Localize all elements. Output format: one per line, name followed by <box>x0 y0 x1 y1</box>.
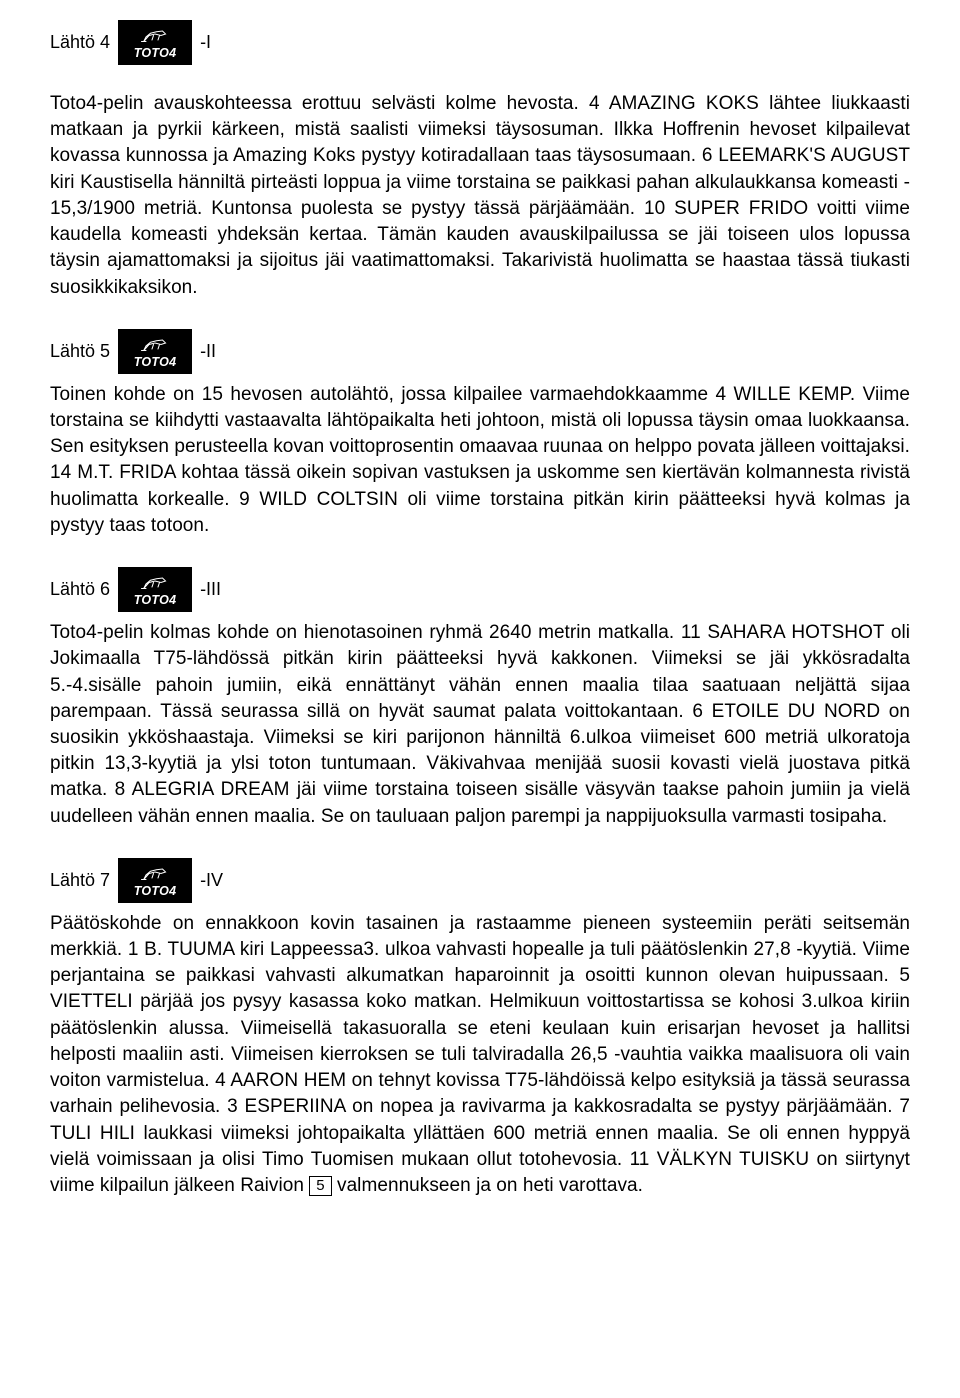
toto4-badge: TOTO4 <box>118 20 192 65</box>
race-label: Lähtö 7 <box>50 868 110 893</box>
badge-brand: TOTO4 <box>134 47 177 60</box>
toto4-badge: TOTO4 <box>118 329 192 374</box>
toto4-badge: TOTO4 <box>118 567 192 612</box>
race-description: Toinen kohde on 15 hevosen autolähtö, jo… <box>50 382 910 539</box>
section-header-1: Lähtö 4 TOTO4 -I <box>50 20 910 65</box>
race-label: Lähtö 6 <box>50 577 110 602</box>
section-header-4: Lähtö 7 TOTO4 -IV <box>50 858 910 903</box>
leg-suffix: -I <box>200 30 211 55</box>
section-header-3: Lähtö 6 TOTO4 -III <box>50 567 910 612</box>
race-description: Toto4-pelin kolmas kohde on hienotasoine… <box>50 620 910 830</box>
horse-icon <box>140 866 170 884</box>
leg-suffix: -III <box>200 577 221 602</box>
leg-suffix: -II <box>200 339 216 364</box>
race-description: Toto4-pelin avauskohteessa erottuu selvä… <box>50 91 910 301</box>
horse-icon <box>140 575 170 593</box>
race-label: Lähtö 4 <box>50 30 110 55</box>
race-text-post: valmennukseen ja on heti varottava. <box>332 1175 643 1196</box>
badge-brand: TOTO4 <box>134 356 177 369</box>
leg-suffix: -IV <box>200 868 223 893</box>
toto4-badge: TOTO4 <box>118 858 192 903</box>
badge-brand: TOTO4 <box>134 885 177 898</box>
horse-icon <box>140 28 170 46</box>
horse-icon <box>140 337 170 355</box>
page-number: 5 <box>309 1176 331 1196</box>
race-text-pre: Päätöskohde on ennakkoon kovin tasainen … <box>50 913 910 1196</box>
race-label: Lähtö 5 <box>50 339 110 364</box>
section-header-2: Lähtö 5 TOTO4 -II <box>50 329 910 374</box>
race-description-4: Päätöskohde on ennakkoon kovin tasainen … <box>50 911 910 1199</box>
badge-brand: TOTO4 <box>134 594 177 607</box>
